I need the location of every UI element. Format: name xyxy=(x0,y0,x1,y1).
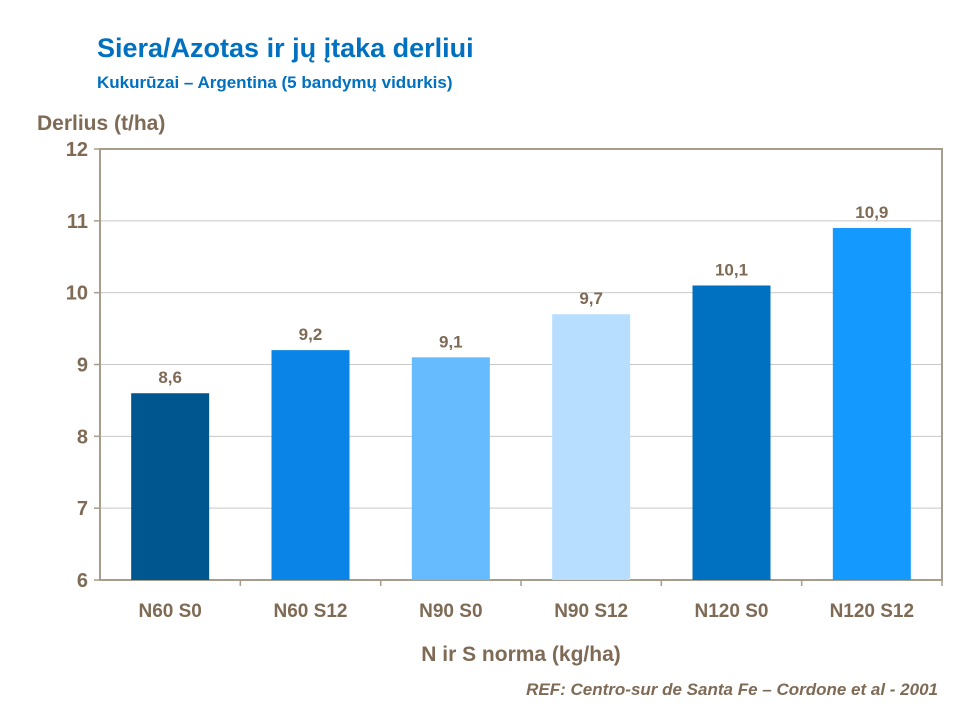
x-tick-label: N90 S12 xyxy=(554,601,628,622)
y-tick-label: 11 xyxy=(67,211,88,233)
y-tick-label: 10 xyxy=(66,283,88,305)
x-tick-label: N120 S0 xyxy=(695,601,769,622)
x-tick-label: N120 S12 xyxy=(830,601,915,622)
x-axis-label: N ir S norma (kg/ha) xyxy=(421,643,621,666)
bar xyxy=(411,357,490,580)
x-tick-label: N90 S0 xyxy=(419,601,482,622)
data-label: 9,2 xyxy=(299,325,323,344)
y-axis-label: Derlius (t/ha) xyxy=(37,112,166,135)
data-label: 8,6 xyxy=(158,368,182,387)
y-tick-label: 6 xyxy=(77,570,88,592)
data-label: 10,1 xyxy=(715,260,748,279)
y-tick-label: 12 xyxy=(66,139,88,161)
bar xyxy=(552,314,631,580)
reference-note: REF: Centro-sur de Santa Fe – Cordone et… xyxy=(526,680,938,699)
data-label: 10,9 xyxy=(855,203,888,222)
y-tick-label: 8 xyxy=(77,426,88,448)
y-tick-label: 7 xyxy=(77,498,88,520)
bar xyxy=(832,228,911,580)
bar xyxy=(131,393,210,580)
x-tick-label: N60 S0 xyxy=(138,601,201,622)
bar xyxy=(271,350,350,580)
data-label: 9,1 xyxy=(439,332,463,351)
bar xyxy=(692,285,771,580)
chart-subtitle: Kukurūzai – Argentina (5 bandymų vidurki… xyxy=(97,73,453,92)
data-label: 9,7 xyxy=(579,289,603,308)
x-tick-label: N60 S12 xyxy=(274,601,348,622)
chart-title: Siera/Azotas ir jų įtaka derliui xyxy=(97,33,474,63)
y-tick-label: 9 xyxy=(77,355,88,377)
